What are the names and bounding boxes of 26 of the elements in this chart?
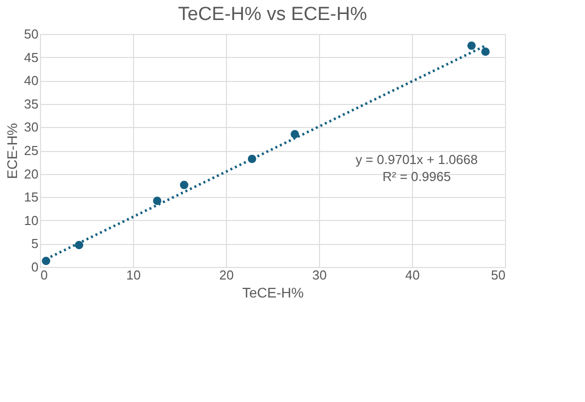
y-axis-title: ECE-H% (4, 122, 20, 180)
y-tick-label: 40 (24, 73, 38, 88)
annotation: y = 0.9701x + 1.0668 (356, 152, 478, 167)
y-tick-label: 10 (24, 212, 38, 228)
point (467, 41, 476, 50)
y-tick-label: 35 (24, 96, 38, 112)
annotation: R² = 0.9965 (382, 168, 451, 184)
x-tick-label: 10 (126, 268, 141, 282)
x-tick-label: 50 (491, 268, 506, 282)
x-tick-label: 30 (312, 268, 327, 282)
y-tick-label: 45 (24, 50, 38, 65)
x-tick-label: 20 (219, 268, 234, 282)
y-tick-label: 50 (24, 26, 38, 42)
point (290, 130, 300, 138)
y-tick-label: 30 (24, 120, 38, 135)
y-tick-label: 5 (31, 236, 38, 252)
chart-title: TeCE-H% vs ECE-H% (178, 4, 368, 25)
x-tick-label: 40 (405, 268, 420, 282)
point (180, 180, 188, 190)
y-tick-label: 25 (24, 143, 38, 158)
point (152, 196, 162, 206)
y-tick-label: 15 (24, 190, 38, 205)
x-tick-label: 0 (40, 268, 48, 282)
x-axis-title: TeCE-H% (242, 284, 304, 300)
point (481, 48, 490, 56)
y-tick-label: 20 (24, 166, 38, 182)
